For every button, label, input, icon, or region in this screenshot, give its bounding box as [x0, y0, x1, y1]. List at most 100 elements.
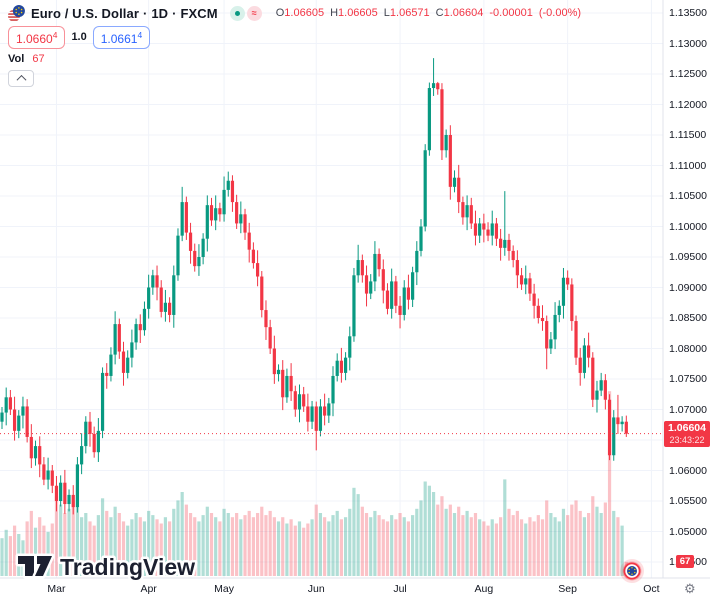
volume-bar [553, 517, 557, 576]
volume-bar [335, 510, 339, 576]
volume-bar [184, 504, 188, 576]
candle-body [398, 305, 402, 315]
candle-body [465, 205, 469, 218]
candle-body [364, 275, 369, 294]
candle-body [289, 375, 293, 392]
volume-bar [519, 519, 524, 576]
interval[interactable]: 1D [151, 5, 169, 21]
price-axis-label: 1.08000 [669, 342, 707, 355]
volume-bar [406, 521, 411, 576]
symbol-name[interactable]: Euro / U.S. Dollar [31, 5, 139, 21]
last-price-badge: 1.06604 23:43:22 [664, 420, 710, 447]
volume-bar [8, 536, 12, 576]
candle-body [59, 482, 63, 501]
candle-body [511, 250, 515, 261]
volume-bar [163, 517, 168, 576]
volume-bar [373, 510, 377, 576]
exchange[interactable]: FXCM [180, 5, 218, 21]
volume-bar [603, 502, 607, 576]
collapse-legend-button[interactable] [8, 70, 34, 87]
price-axis-label: 1.09500 [669, 251, 707, 263]
candle-body [268, 327, 272, 349]
candle-body [595, 390, 599, 400]
candle-body [360, 260, 364, 276]
volume-bar [411, 515, 415, 576]
time-axis-label: Mar [47, 583, 66, 595]
price-axis-label: 1.11500 [669, 129, 707, 141]
volume-bar [415, 508, 419, 576]
volume-bar [528, 517, 532, 576]
volume-bar [71, 500, 75, 576]
candle-body [591, 357, 595, 400]
candle-body [230, 180, 235, 203]
candle-body [369, 281, 373, 294]
volume-bar [402, 517, 406, 576]
compare-button[interactable]: ≈ [246, 5, 262, 21]
candle-body [84, 421, 88, 447]
bid-price-button[interactable]: 1.06604 [8, 25, 66, 49]
volume-bar [532, 521, 536, 576]
volume-bar [352, 487, 356, 576]
candle-body [343, 357, 348, 373]
volume-bar [138, 517, 142, 576]
volume-bar [96, 515, 100, 576]
candle-body [38, 446, 42, 465]
candle-body [624, 421, 628, 434]
candle-body [63, 482, 67, 505]
candle-body [620, 421, 624, 425]
volume-bar [478, 519, 482, 576]
candle-body [168, 302, 172, 315]
volume-bar [50, 523, 54, 576]
volume-bar [80, 517, 84, 576]
candle-body [419, 226, 423, 251]
volume-bar [12, 525, 17, 576]
candle-body [402, 287, 406, 315]
volume-bar [494, 523, 499, 576]
price-axis-label: 1.05500 [669, 495, 707, 507]
candle-body [348, 336, 352, 358]
volume-bar [343, 517, 348, 576]
candle-body [151, 275, 155, 288]
volume-bar [289, 519, 293, 576]
price-axis-label: 1.08500 [669, 312, 707, 324]
candle-body [159, 287, 163, 312]
price-axis-label: 1.10500 [669, 190, 707, 202]
volume-bar [461, 515, 465, 576]
candle-body [507, 239, 511, 251]
market-status-button[interactable] [229, 5, 245, 21]
tradingview-watermark-text: TradingView [60, 554, 195, 580]
volume-bar [591, 496, 595, 576]
volume-bar [318, 513, 323, 576]
ohlc-readout: O1.06605 H1.06605 L1.06571 C1.06604 -0.0… [275, 7, 582, 19]
gear-icon[interactable]: ⚙ [684, 581, 696, 596]
candle-body [113, 324, 117, 355]
candle-body [155, 275, 159, 288]
volume-bar [599, 513, 603, 576]
candle-body [490, 223, 494, 236]
volume-bar [159, 523, 163, 576]
candle-body [214, 208, 218, 221]
candle-body [21, 406, 25, 416]
volume-bar [515, 510, 519, 576]
candle-body [486, 229, 490, 236]
candle-body [515, 260, 519, 276]
candle-body [222, 189, 226, 215]
candle-body [92, 433, 96, 453]
volume-bar [536, 515, 540, 576]
candle-body [138, 324, 142, 331]
volume-bar [436, 504, 440, 576]
volume-bar [264, 515, 268, 576]
spread-value: 1.0 [71, 31, 87, 43]
volume-bar [377, 515, 381, 576]
candle-body [423, 150, 427, 227]
volume-bar [4, 529, 8, 576]
candle-body [180, 202, 184, 236]
price-axis-label: 1.05000 [669, 525, 707, 538]
candle-body [314, 406, 318, 431]
volume-bar [503, 479, 507, 576]
candle-body [188, 232, 193, 251]
candle-body [293, 391, 297, 410]
candle-body [46, 470, 50, 480]
ask-price-button[interactable]: 1.06614 [92, 25, 151, 49]
